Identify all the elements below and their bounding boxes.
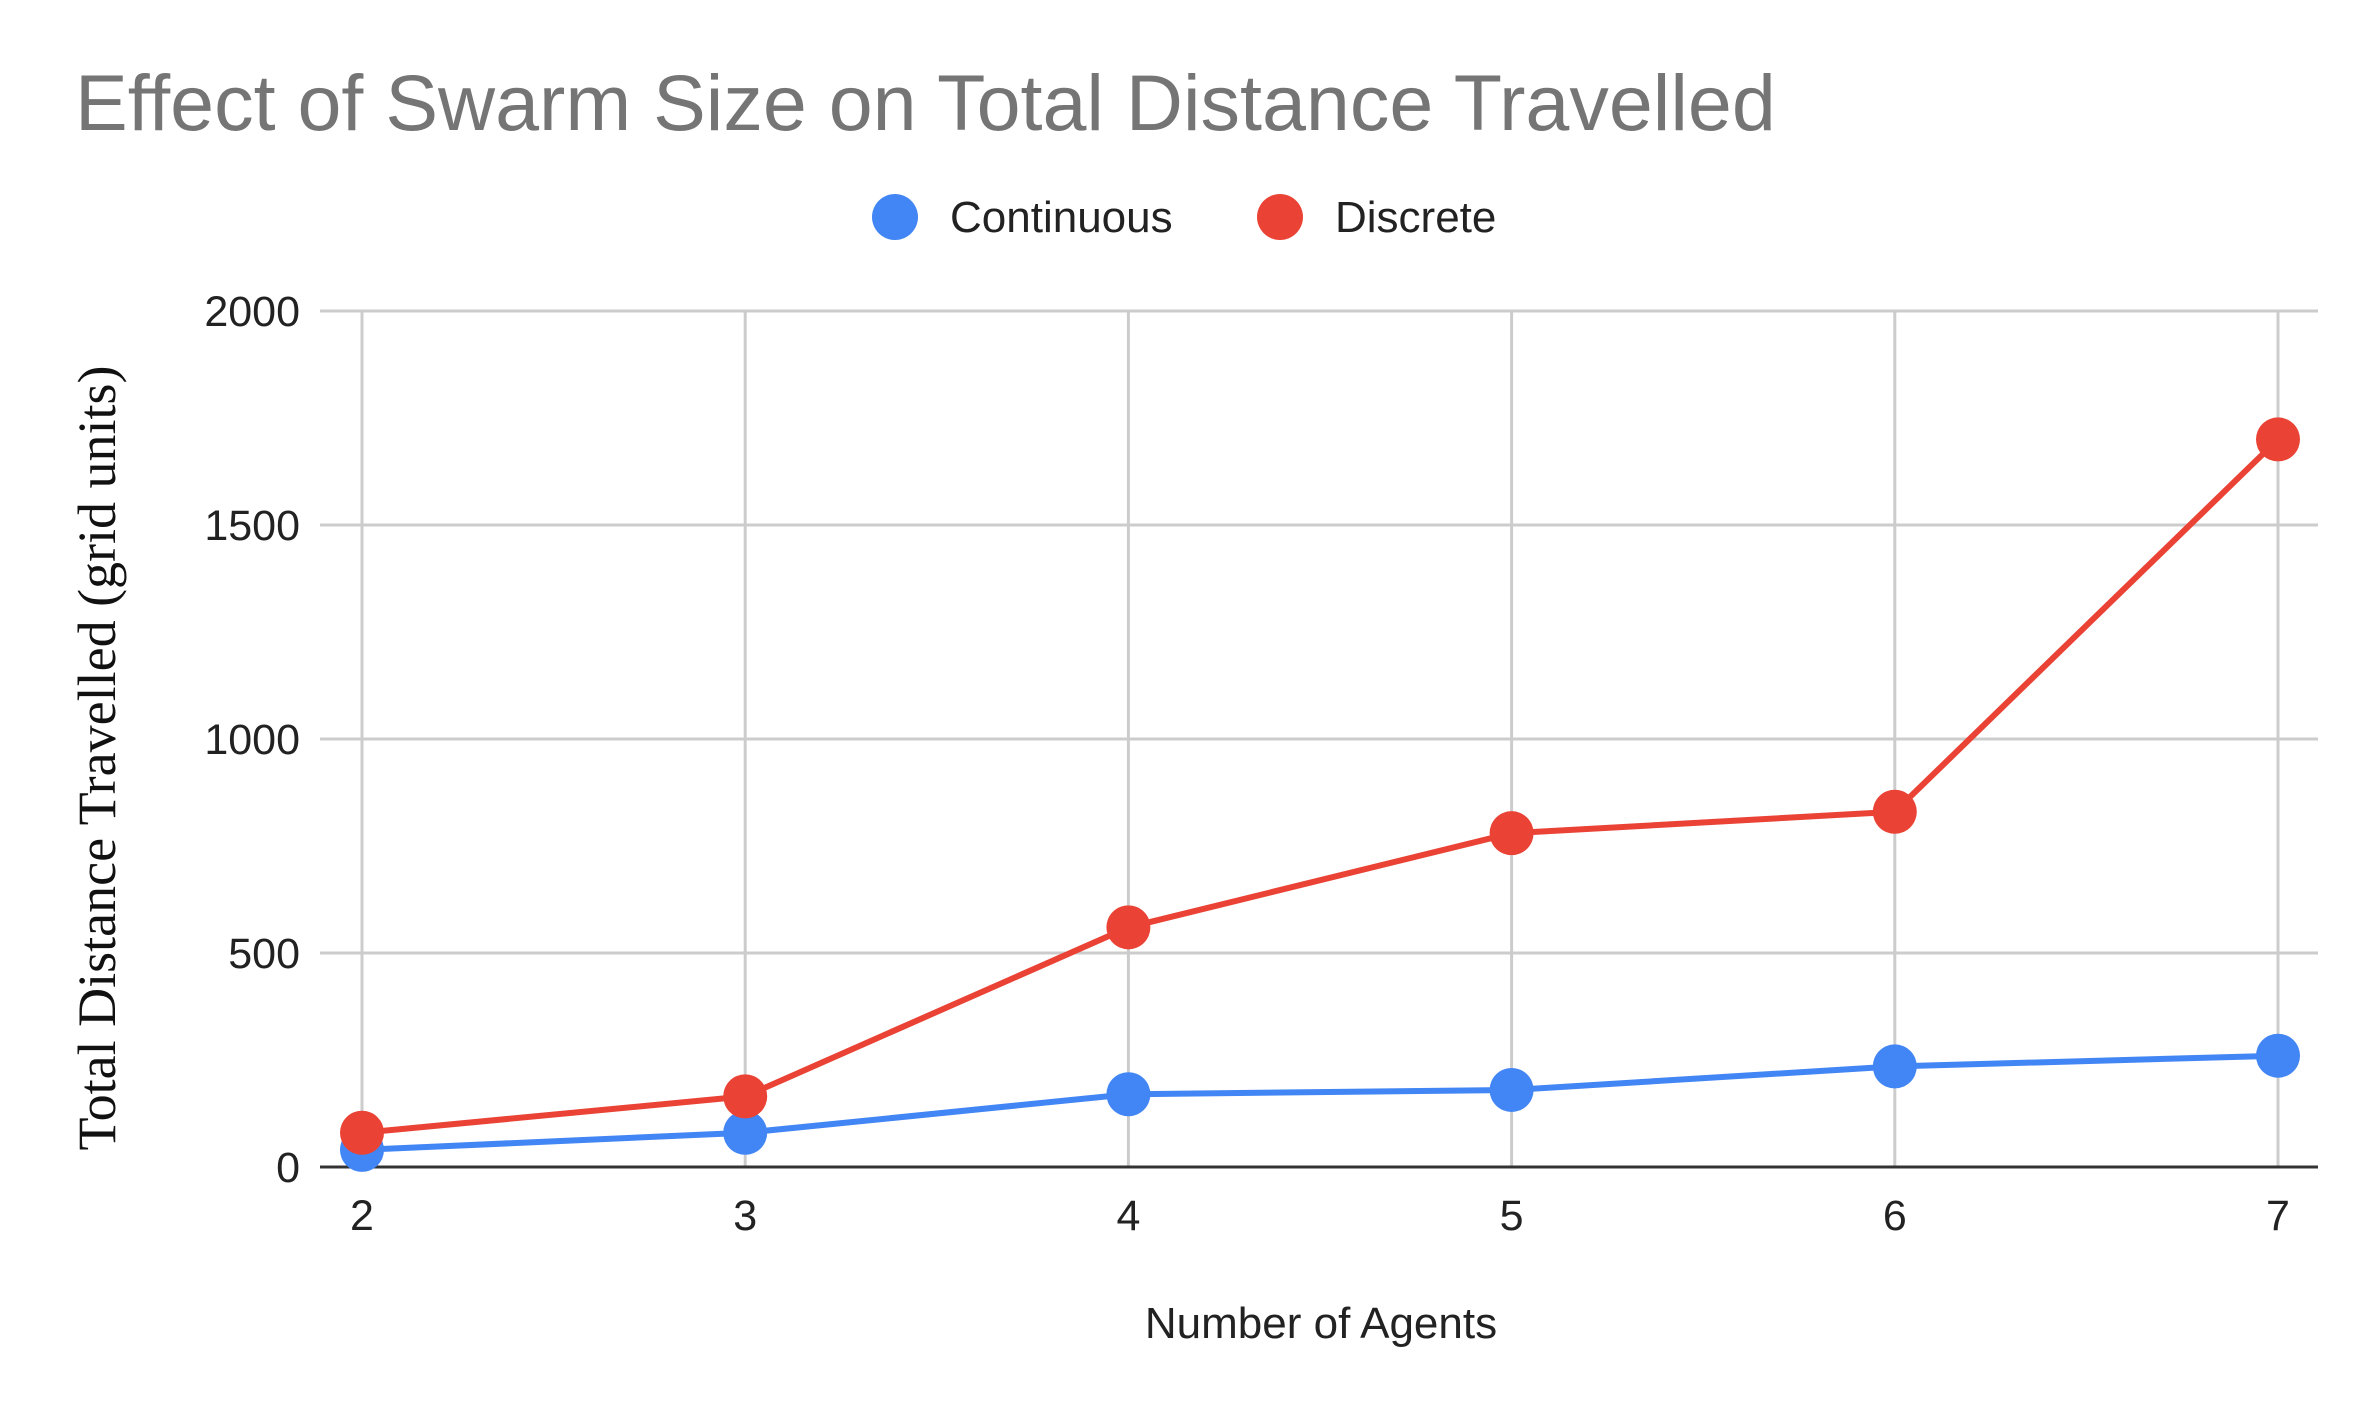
x-tick-label: 3 [733,1192,757,1240]
series-layer [340,417,2300,1172]
x-tick-label: 4 [1116,1192,1140,1240]
continuous-point [2256,1033,2300,1078]
continuous-point [1489,1067,1534,1112]
x-tick-label: 5 [1500,1192,1524,1240]
continuous-point [723,1110,768,1155]
legend: Continuous Discrete [872,193,1496,242]
y-tick-label: 1000 [204,716,300,764]
plot-grid [320,309,2318,1169]
discrete-legend-marker [1257,194,1303,240]
y-axis-label: Total Distance Travelled (grid units) [67,365,127,1150]
discrete-point [1489,811,1534,856]
discrete-point [1872,789,1917,834]
x-axis-ticks: 2 3 4 5 6 7 [350,1192,2290,1240]
y-tick-label: 500 [228,930,300,978]
discrete-point [2256,417,2300,462]
series-continuous [340,1033,2300,1172]
continuous-point [1106,1072,1151,1117]
x-axis-label: Number of Agents [1145,1299,1497,1348]
discrete-point [340,1110,384,1155]
chart-title: Effect of Swarm Size on Total Distance T… [75,58,1776,147]
continuous-point [1872,1044,1917,1089]
y-tick-label: 0 [276,1144,300,1192]
y-tick-label: 2000 [204,288,300,336]
discrete-point [723,1074,768,1119]
discrete-line [359,436,2281,1136]
legend-label: Discrete [1335,193,1496,242]
continuous-line [359,1052,2281,1153]
y-axis-ticks: 0 500 1000 1500 2000 [204,288,300,1192]
series-discrete [340,417,2300,1155]
y-tick-label: 1500 [204,502,300,550]
legend-item-continuous: Continuous [872,193,1173,242]
discrete-point [1106,905,1151,950]
legend-item-discrete: Discrete [1257,193,1496,242]
x-tick-label: 7 [2266,1192,2290,1240]
legend-label: Continuous [950,193,1173,242]
x-tick-label: 2 [350,1192,374,1240]
x-tick-label: 6 [1883,1192,1907,1240]
continuous-legend-marker [872,194,918,240]
